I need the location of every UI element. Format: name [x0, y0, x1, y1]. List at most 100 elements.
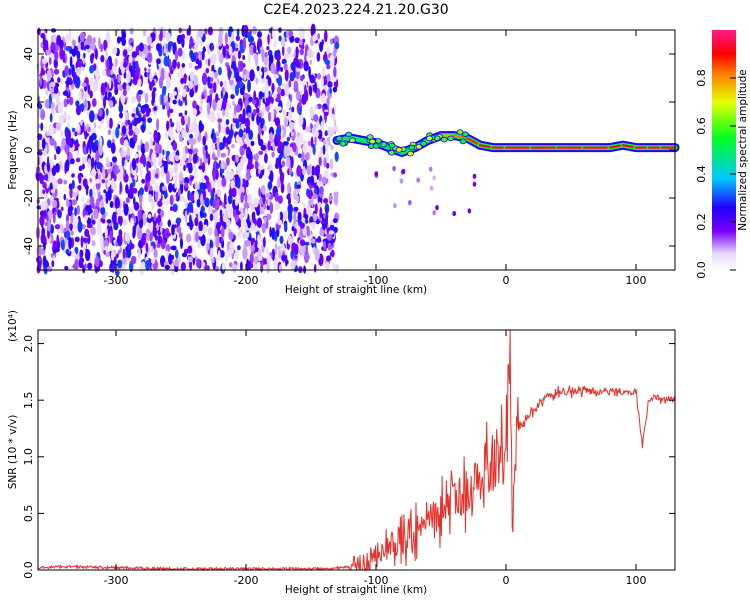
colorbar-tick-label: 0.4 [695, 165, 708, 183]
noise-speckle [207, 76, 211, 84]
noise-speckle [145, 78, 149, 84]
noise-speckle [310, 50, 314, 58]
noise-speckle [219, 81, 223, 87]
noise-speckle [43, 241, 46, 251]
noise-speckle [168, 93, 174, 99]
noise-speckle [68, 96, 74, 106]
noise-speckle [151, 79, 155, 87]
noise-speckle [227, 194, 233, 205]
noise-speckle [242, 108, 246, 119]
noise-speckle [281, 58, 287, 65]
noise-speckle [114, 183, 117, 189]
noise-speckle [211, 140, 216, 154]
noise-speckle [245, 133, 250, 146]
noise-speckle [113, 164, 119, 175]
noise-speckle [266, 247, 269, 255]
noise-speckle [247, 112, 253, 118]
noise-speckle [184, 182, 188, 189]
noise-speckle [321, 93, 326, 104]
noise-speckle [264, 81, 269, 94]
noise-speckle [170, 263, 175, 276]
noise-speckle [172, 141, 178, 151]
noise-speckle [108, 77, 112, 89]
noise-speckle [309, 175, 315, 186]
noise-speckle [314, 248, 320, 261]
noise-speckle [84, 98, 87, 109]
colorbar-tick-label: 0.6 [695, 117, 708, 135]
noise-speckle [260, 144, 267, 151]
noise-speckle [256, 217, 263, 229]
noise-speckle [55, 92, 60, 105]
noise-speckle [185, 233, 192, 243]
noise-speckle [163, 94, 167, 104]
noise-speckle [132, 60, 137, 70]
noise-speckle [81, 196, 85, 203]
noise-speckle [124, 232, 130, 242]
noise-speckle [279, 235, 284, 244]
noise-speckle [332, 262, 336, 272]
noise-speckle [207, 26, 213, 36]
noise-speckle [247, 153, 252, 160]
noise-speckle [174, 154, 180, 162]
noise-speckle [72, 39, 76, 46]
noise-speckle [77, 220, 83, 233]
noise-speckle [225, 254, 229, 262]
noise-speckle [126, 147, 130, 157]
noise-speckle [167, 42, 171, 52]
noise-speckle [54, 188, 58, 197]
noise-speckle [110, 170, 115, 180]
noise-speckle [334, 151, 339, 162]
noise-speckle [204, 144, 208, 151]
noise-speckle [64, 144, 70, 154]
spectrogram-y-label: Frequency (Hz) [7, 110, 19, 189]
noise-speckle [164, 191, 168, 199]
noise-speckle [325, 152, 329, 162]
noise-speckle [53, 33, 57, 43]
noise-speckle [153, 248, 158, 258]
noise-speckle [304, 241, 310, 246]
noise-speckle [220, 125, 225, 135]
noise-speckle [164, 264, 170, 270]
noise-speckle [212, 98, 217, 111]
noise-speckle [280, 182, 285, 194]
noise-speckle [158, 153, 163, 163]
noise-speckle [106, 108, 109, 116]
noise-speckle [52, 255, 56, 260]
noise-speckle [309, 59, 312, 65]
noise-speckle [76, 204, 80, 216]
noise-speckle [168, 58, 172, 72]
noise-speckle [327, 242, 332, 251]
colorbar-tick-label: 0.2 [695, 213, 708, 231]
noise-speckle [324, 262, 330, 270]
noise-speckle [156, 58, 161, 65]
noise-speckle [257, 242, 261, 249]
signal-tail-speckle [399, 178, 404, 184]
noise-speckle [144, 67, 147, 72]
noise-speckle [89, 196, 95, 206]
noise-speckle [183, 73, 187, 84]
noise-speckle [201, 162, 206, 173]
noise-speckle [90, 41, 96, 51]
noise-speckle [131, 214, 135, 219]
noise-speckle [266, 262, 270, 274]
noise-speckle [96, 161, 101, 170]
noise-speckle [291, 106, 295, 113]
noise-speckle [100, 206, 106, 215]
spectrogram-y-tick-label: -20 [22, 189, 35, 207]
noise-speckle [91, 132, 97, 141]
noise-speckle [248, 129, 254, 140]
noise-speckle [123, 139, 129, 148]
noise-speckle [213, 200, 217, 207]
noise-speckle [271, 248, 275, 261]
noise-speckle [130, 217, 135, 225]
noise-speckle [65, 248, 70, 255]
noise-speckle [49, 52, 54, 59]
noise-speckle [227, 138, 232, 143]
noise-speckle [290, 53, 295, 58]
noise-speckle [253, 197, 259, 208]
signal-tail-speckle [428, 166, 433, 172]
noise-speckle [104, 211, 108, 217]
noise-speckle [160, 209, 164, 218]
noise-speckle [201, 261, 206, 268]
noise-speckle [46, 69, 52, 82]
